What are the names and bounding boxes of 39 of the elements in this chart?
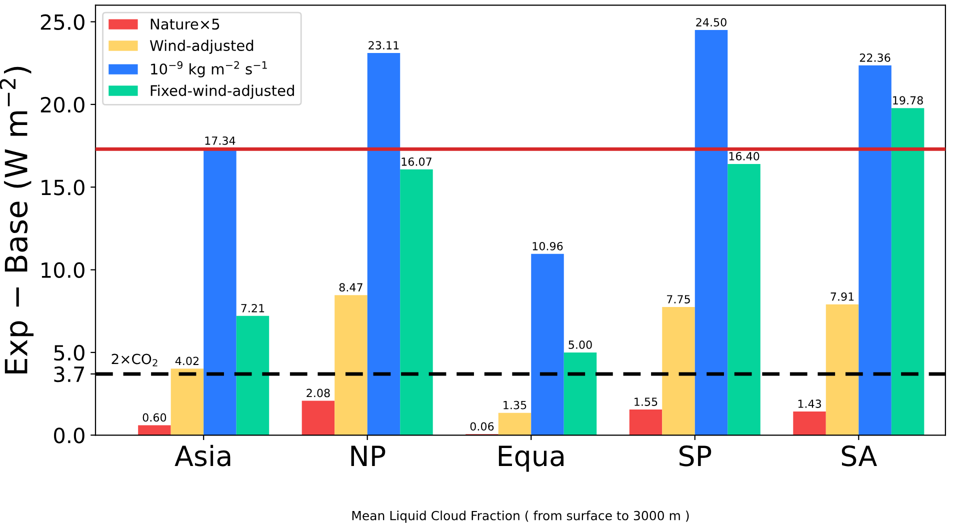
data-label: 8.47 xyxy=(339,283,362,292)
data-label: 16.07 xyxy=(402,157,432,166)
x-axis-title: Mean Liquid Cloud Fraction ( from surface to 3000 m ) xyxy=(352,510,689,523)
x-tick-label: NP xyxy=(351,446,386,466)
data-label: 17.34 xyxy=(205,136,236,145)
data-label: 7.91 xyxy=(830,292,854,301)
x-tick-label: Asia xyxy=(174,444,230,466)
data-label: 22.36 xyxy=(860,53,890,62)
y-axis-title: Exp − Base (W m$^{−2}$) xyxy=(0,66,34,374)
data-label: 23.11 xyxy=(368,41,399,50)
x-tick-label: SA xyxy=(842,445,877,466)
y-tick-label: 5.0 xyxy=(54,344,84,361)
y-tick-label: 10.0 xyxy=(42,262,84,278)
x-tick-label: Equa xyxy=(498,446,564,472)
data-label: 10.96 xyxy=(532,242,563,250)
data-label: 24.50 xyxy=(696,18,726,26)
data-label: 5.00 xyxy=(568,340,592,349)
y-tick-label: 20.0 xyxy=(40,96,84,113)
legend-label: Wind-adjusted xyxy=(150,40,254,54)
legend-label: Nature×5 xyxy=(150,18,220,30)
legend-label: 10$^{−9}$ kg m$^{−2}$ s$^{−1}$ xyxy=(151,61,267,78)
data-label: 2.08 xyxy=(306,388,330,398)
data-label: 7.75 xyxy=(667,295,690,304)
data-label: 1.55 xyxy=(634,398,658,406)
data-label: 4.02 xyxy=(175,356,198,366)
legend-label: Fixed-wind-adjusted xyxy=(150,84,294,99)
data-label: 7.21 xyxy=(241,304,264,312)
y-tick-label: 3.7 xyxy=(54,366,84,382)
data-label: 0.06 xyxy=(470,422,494,431)
data-label: 0.60 xyxy=(142,413,166,422)
y-tick-label: 0.0 xyxy=(54,428,84,444)
x-tick-label: SP xyxy=(680,445,712,466)
y-tick-label: 25.0 xyxy=(40,14,84,30)
y-tick-label: 15.0 xyxy=(42,180,84,196)
data-label: 1.43 xyxy=(798,400,822,408)
data-label: 19.78 xyxy=(893,96,923,105)
data-label: 1.35 xyxy=(504,400,526,410)
ref-line-label: 2×CO$_{2}$ xyxy=(112,354,158,366)
data-label: 16.40 xyxy=(729,152,760,160)
